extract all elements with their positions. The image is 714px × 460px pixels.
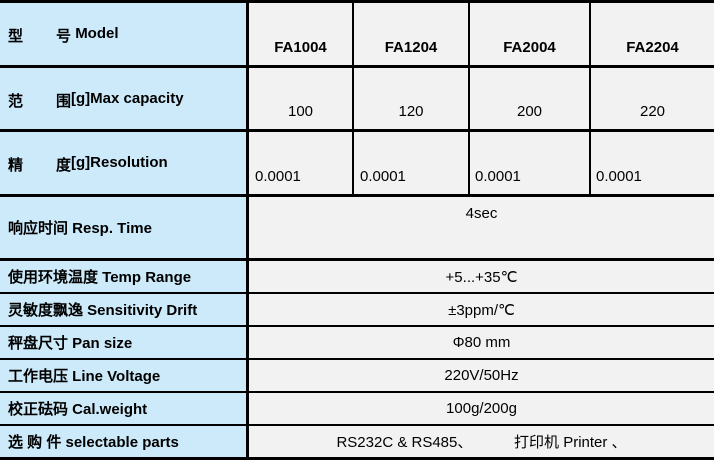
resp-time-value: 4sec (249, 197, 714, 258)
capacity-cell: 120 (354, 68, 468, 129)
parts-label: 选 购 件 selectable parts (0, 426, 246, 457)
parts-value: RS232C & RS485、 打印机 Printer 、 (249, 426, 714, 457)
resolution-cell: 0.0001 (470, 132, 589, 194)
label-en: [g]Max capacity (71, 90, 184, 107)
label-cn: 精 (8, 157, 24, 174)
resolution-label: 精 度 [g]Resolution (0, 132, 246, 194)
resolution-cell: 0.0001 (249, 132, 352, 194)
voltage-label: 工作电压 Line Voltage (0, 360, 246, 391)
model-cell: FA1004 (249, 3, 352, 65)
pan-size-label: 秤盘尺寸 Pan size (0, 327, 246, 358)
pan-size-value: Φ80 mm (249, 327, 714, 358)
model-cell: FA2004 (470, 3, 589, 65)
model-label: 型 号 Model (0, 3, 246, 65)
capacity-cell: 200 (470, 68, 589, 129)
temp-range-label: 使用环境温度 Temp Range (0, 261, 246, 292)
resolution-cell: 0.0001 (591, 132, 714, 194)
label-en: Model (75, 25, 119, 42)
capacity-cell: 220 (591, 68, 714, 129)
model-cell: FA2204 (591, 3, 714, 65)
voltage-value: 220V/50Hz (249, 360, 714, 391)
drift-value: ±3ppm/℃ (249, 294, 714, 325)
model-cell: FA1204 (354, 3, 468, 65)
label-cn: 型 (8, 28, 24, 45)
resp-time-label: 响应时间 Resp. Time (0, 197, 246, 258)
capacity-cell: 100 (249, 68, 352, 129)
cal-weight-label: 校正砝码 Cal.weight (0, 393, 246, 424)
capacity-label: 范 围 [g]Max capacity (0, 68, 246, 129)
label-cn: 度 (56, 157, 72, 174)
cal-weight-value: 100g/200g (249, 393, 714, 424)
temp-range-value: +5...+35℃ (249, 261, 714, 292)
label-cn: 范 (8, 93, 24, 110)
label-cn: 围 (56, 93, 72, 110)
label-cn: 号 (56, 28, 72, 45)
resolution-cell: 0.0001 (354, 132, 468, 194)
label-en: [g]Resolution (71, 154, 168, 171)
drift-label: 灵敏度飘逸 Sensitivity Drift (0, 294, 246, 325)
